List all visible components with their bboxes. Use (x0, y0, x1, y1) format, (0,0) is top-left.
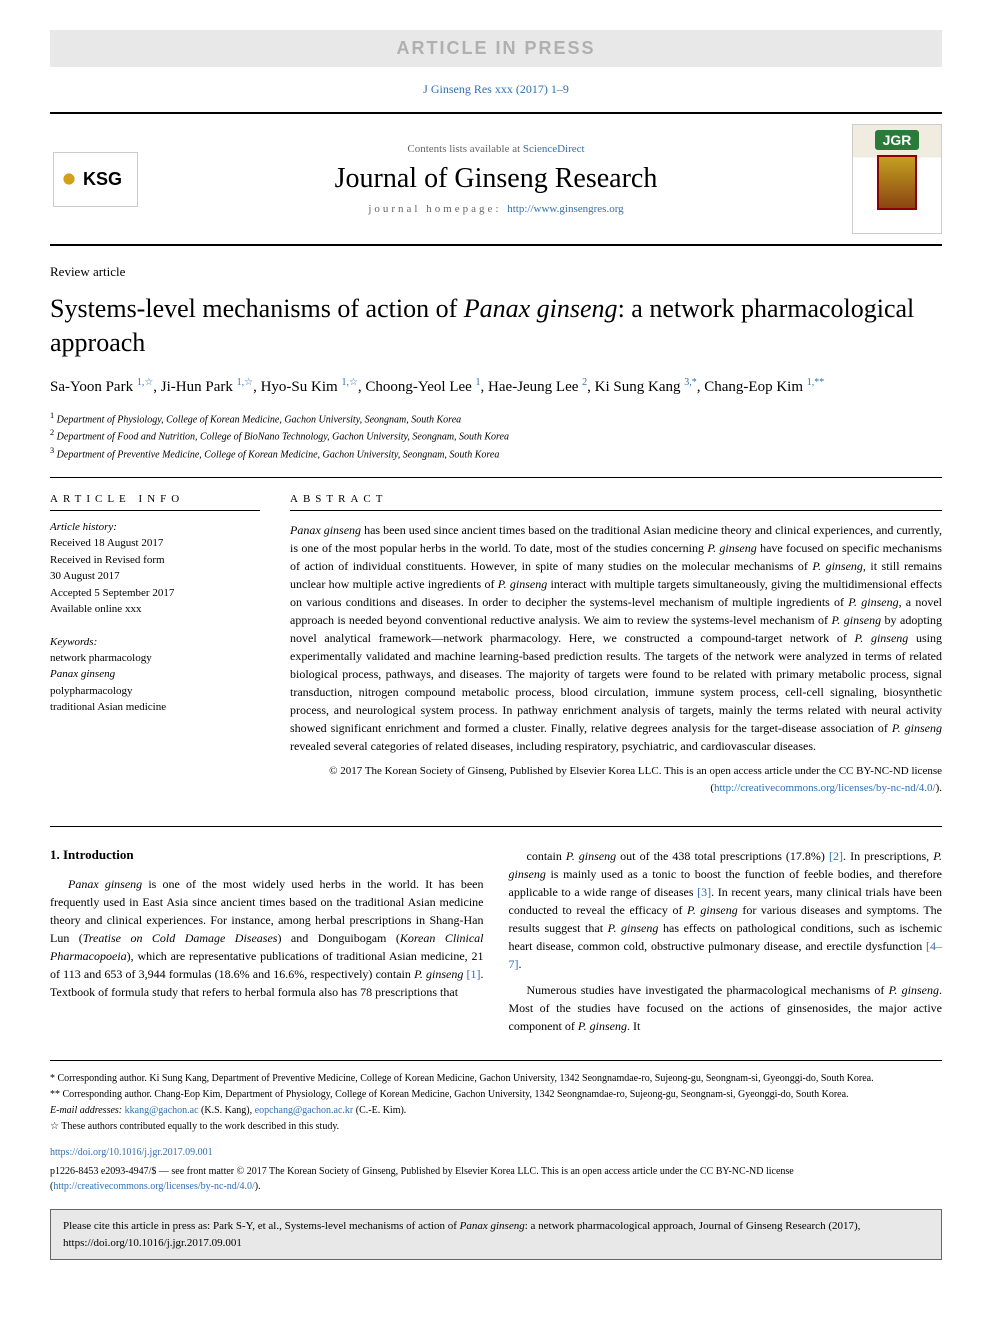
history-label: Article history: (50, 521, 260, 533)
issn-line: p1226-8453 e2093-4947/$ — see front matt… (50, 1164, 942, 1194)
email-line: E-mail addresses: kkang@gachon.ac (K.S. … (50, 1103, 942, 1119)
introduction-section: 1. Introduction Panax ginseng is one of … (50, 847, 942, 1035)
corresponding-author-2: ** Corresponding author. Chang-Eop Kim, … (50, 1087, 942, 1103)
publisher-logo-left: KSG (50, 134, 140, 224)
article-info-sidebar: ARTICLE INFO Article history: Received 1… (50, 493, 260, 796)
homepage-line: journal homepage: http://www.ginsengres.… (140, 203, 852, 215)
jgr-badge: JGR (875, 130, 920, 150)
citation-box: Please cite this article in press as: Pa… (50, 1209, 942, 1260)
intro-paragraph-3: Numerous studies have investigated the p… (509, 981, 943, 1035)
article-info-heading: ARTICLE INFO (50, 493, 260, 511)
contents-line: Contents lists available at ScienceDirec… (140, 143, 852, 155)
abstract-section: ABSTRACT Panax ginseng has been used sin… (290, 493, 942, 796)
in-press-banner: ARTICLE IN PRESS (50, 30, 942, 67)
article-title: Systems-level mechanisms of action of Pa… (50, 292, 942, 360)
keywords-text: network pharmacologyPanax ginsengpolypha… (50, 650, 260, 716)
abstract-heading: ABSTRACT (290, 493, 942, 511)
equal-contribution-note: ☆ These authors contributed equally to t… (50, 1119, 942, 1135)
sciencedirect-link[interactable]: ScienceDirect (523, 143, 585, 155)
authors-list: Sa-Yoon Park 1,☆, Ji-Hun Park 1,☆, Hyo-S… (50, 375, 942, 399)
article-type: Review article (50, 264, 942, 280)
intro-paragraph-1: Panax ginseng is one of the most widely … (50, 875, 484, 1001)
footnotes: * Corresponding author. Ki Sung Kang, De… (50, 1060, 942, 1194)
cover-thumbnail (877, 155, 917, 210)
ksg-logo: KSG (53, 152, 138, 207)
journal-title: Journal of Ginseng Research (140, 163, 852, 195)
divider (50, 826, 942, 827)
journal-cover-logo: JGR (852, 124, 942, 234)
email-link-2[interactable]: eopchang@gachon.ac.kr (255, 1105, 354, 1116)
corresponding-author-1: * Corresponding author. Ki Sung Kang, De… (50, 1071, 942, 1087)
banner-text: ARTICLE IN PRESS (396, 38, 595, 58)
intro-paragraph-2: contain P. ginseng out of the 438 total … (509, 847, 943, 973)
homepage-link[interactable]: http://www.ginsengres.org (507, 203, 623, 215)
abstract-text: Panax ginseng has been used since ancien… (290, 521, 942, 755)
keywords-label: Keywords: (50, 636, 260, 648)
intro-heading: 1. Introduction (50, 847, 484, 863)
history-text: Received 18 August 2017Received in Revis… (50, 535, 260, 618)
copyright-notice: © 2017 The Korean Society of Ginseng, Pu… (290, 763, 942, 796)
journal-header: KSG Contents lists available at ScienceD… (50, 112, 942, 246)
citation-reference[interactable]: J Ginseng Res xxx (2017) 1–9 (50, 82, 942, 97)
journal-header-center: Contents lists available at ScienceDirec… (140, 143, 852, 215)
cc-license-link-footer[interactable]: http://creativecommons.org/licenses/by-n… (53, 1181, 254, 1192)
doi-link[interactable]: https://doi.org/10.1016/j.jgr.2017.09.00… (50, 1145, 942, 1161)
email-link-1[interactable]: kkang@gachon.ac (125, 1105, 199, 1116)
affiliations: 1 Department of Physiology, College of K… (50, 410, 942, 478)
cc-license-link[interactable]: http://creativecommons.org/licenses/by-n… (714, 782, 936, 794)
